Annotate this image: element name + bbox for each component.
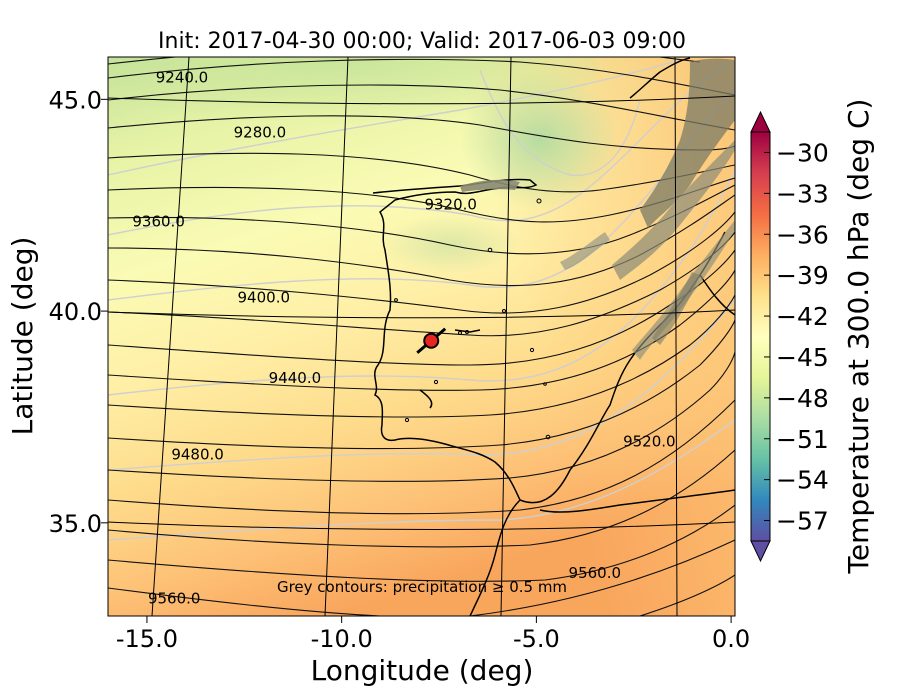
x-axis-label: Longitude (deg): [311, 654, 534, 687]
y-tick-label: 35.0: [49, 510, 102, 538]
contour-label: 9400.0: [238, 289, 291, 307]
colorbar-extend-min: [750, 540, 771, 563]
y-tick-label: 45.0: [49, 86, 102, 114]
contour-label: 9360.0: [132, 212, 185, 230]
contour-labels: 9240.0 9280.0 9320.0 9360.0 9400.0 9440.0 9480…: [132, 68, 675, 607]
mountain-ridges: [460, 58, 735, 360]
colorbar-tick-label: −36: [776, 220, 829, 249]
y-axis-label: Latitude (deg): [6, 237, 39, 436]
plot-title: Init: 2017-04-30 00:00; Valid: 2017-06-0…: [158, 29, 686, 54]
temperature-contours: [108, 59, 735, 541]
colorbar-tick-label: −39: [776, 261, 829, 290]
precip-annotation: Grey contours: precipitation ≥ 0.5 mm: [277, 578, 567, 596]
coastline: [372, 57, 735, 616]
colorbar-extend-max: [750, 110, 771, 133]
contour-label: 9520.0: [623, 433, 676, 451]
height-contours: [108, 57, 735, 616]
colorbar-tick-label: −51: [776, 425, 829, 454]
contour-label: 9560.0: [569, 564, 622, 582]
colorbar-tick-label: −57: [776, 507, 829, 536]
y-tick-label: 40.0: [49, 298, 102, 326]
precip-islands: [394, 198, 551, 440]
colorbar-tick-label: −54: [776, 466, 829, 495]
y-axis: 45.0 40.0 35.0: [49, 86, 108, 538]
x-tick-label: -15.0: [116, 625, 178, 653]
x-tick-label: 0.0: [712, 625, 750, 653]
colorbar: −30 −33 −36 −39 −42 −45 −48 −51 −54 −57 Temperatu…: [750, 99, 875, 575]
colorbar-tick-label: −48: [776, 384, 829, 413]
colorbar-tick-label: −30: [776, 138, 829, 167]
x-tick-label: -5.0: [513, 625, 560, 653]
location-marker: [416, 327, 447, 354]
contour-label: 9560.0: [148, 589, 201, 607]
colorbar-tick-label: −45: [776, 343, 829, 372]
warm-region-east: [108, 57, 735, 616]
x-axis: -15.0 -10.0 -5.0 0.0: [116, 616, 750, 653]
contour-label: 9240.0: [156, 68, 209, 86]
colorbar-label: Temperature at 300.0 hPa (deg C): [842, 99, 875, 575]
contour-label: 9280.0: [234, 123, 287, 141]
colorbar-frame: [750, 131, 771, 542]
colorbar-ticks: −30 −33 −36 −39 −42 −45 −48 −51 −54 −57: [764, 138, 829, 536]
plot-frame: [107, 56, 736, 617]
contour-label: 9320.0: [424, 195, 477, 213]
colorbar-tick-label: −33: [776, 179, 829, 208]
contour-label: 9480.0: [171, 445, 224, 463]
map-panel: 9240.0 9280.0 9320.0 9360.0 9400.0 9440.0 9480…: [108, 57, 735, 616]
contour-label: 9440.0: [269, 369, 322, 387]
colorbar-tick-label: −42: [776, 302, 829, 331]
x-tick-label: -10.0: [311, 625, 373, 653]
graticule: [108, 57, 735, 616]
